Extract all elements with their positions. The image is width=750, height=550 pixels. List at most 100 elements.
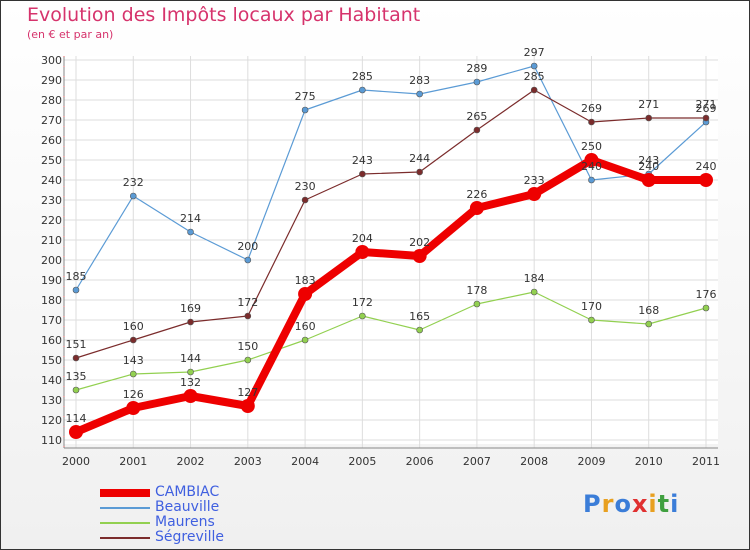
data-label: 240	[638, 160, 659, 173]
data-label: 168	[638, 304, 659, 317]
axes	[63, 56, 718, 449]
data-label: 200	[237, 240, 258, 253]
series-line-cambiac	[74, 156, 706, 436]
x-tick-label: 2002	[177, 455, 205, 468]
data-point	[702, 114, 710, 122]
x-tick-labels: 2000 2001 2002 2003 2004 2005 2006 2007 2008 2009…	[62, 455, 720, 468]
logo-letter: t	[657, 490, 671, 518]
legend-label: Ségreville	[155, 529, 225, 545]
data-label: 132	[180, 376, 201, 389]
x-tick-label: 2008	[520, 455, 548, 468]
data-label: 183	[295, 274, 316, 287]
legend-swatch	[100, 489, 150, 497]
data-label: 165	[409, 310, 430, 323]
data-label: 240	[581, 160, 602, 173]
logo-letter: r	[601, 490, 615, 518]
series-lines	[69, 62, 713, 439]
data-label: 126	[123, 388, 144, 401]
legend-swatch	[100, 522, 150, 524]
x-tick-label: 2001	[119, 455, 147, 468]
y-tick-labels: 110 120 130 140 150 160 170 180 190 200 210 220 230 2…	[41, 54, 62, 447]
data-label: 275	[295, 90, 316, 103]
data-point	[473, 78, 481, 86]
y-tick-label: 180	[41, 294, 62, 307]
y-tick-label: 110	[41, 434, 62, 447]
data-label: 144	[180, 352, 201, 365]
x-tick-label: 2007	[463, 455, 491, 468]
y-tick-label: 120	[41, 414, 62, 427]
data-point	[301, 106, 309, 114]
data-label: 202	[409, 236, 430, 249]
data-label: 271	[696, 98, 717, 111]
data-label: 233	[524, 174, 545, 187]
data-point	[584, 153, 599, 167]
proxiti-logo: Proxiti	[583, 490, 679, 518]
y-tick-label: 210	[41, 234, 62, 247]
y-tick-label: 240	[41, 174, 62, 187]
data-label: 170	[581, 300, 602, 313]
data-point	[530, 86, 538, 94]
logo-letter: P	[583, 490, 602, 518]
data-point	[244, 312, 252, 320]
data-point	[416, 90, 423, 98]
data-point	[129, 336, 137, 344]
data-point	[129, 370, 137, 378]
data-point	[301, 336, 309, 344]
data-point	[359, 312, 366, 320]
y-tick-label: 160	[41, 334, 62, 347]
data-label: 240	[696, 160, 717, 173]
logo-letter: o	[614, 490, 632, 518]
x-tick-label: 2009	[577, 455, 605, 468]
data-point	[412, 249, 427, 263]
legend-label: CAMBIAC	[155, 484, 220, 500]
series-line-ségreville	[75, 89, 706, 359]
data-point	[473, 126, 481, 134]
legend-swatch	[100, 537, 150, 539]
data-label: 184	[524, 272, 545, 285]
logo-letter: x	[631, 490, 649, 518]
data-point	[129, 192, 137, 200]
y-tick-label: 230	[41, 194, 62, 207]
y-tick-label: 190	[41, 274, 62, 287]
data-point	[359, 170, 366, 178]
data-label: 127	[237, 386, 258, 399]
data-label: 269	[696, 102, 717, 115]
y-tick-label: 220	[41, 214, 62, 227]
data-label: 285	[352, 70, 373, 83]
data-label: 176	[696, 288, 717, 301]
data-point	[240, 399, 255, 413]
y-tick-label: 260	[41, 134, 62, 147]
data-label: 172	[352, 296, 373, 309]
data-point	[298, 287, 313, 301]
y-tick-label: 280	[41, 94, 62, 107]
data-point	[72, 354, 80, 362]
data-point	[359, 86, 366, 94]
data-point	[588, 118, 595, 126]
x-tick-label: 2000	[62, 455, 90, 468]
legend-label: Beauville	[155, 499, 220, 515]
y-tick-label: 140	[41, 374, 62, 387]
data-label: 169	[180, 302, 201, 315]
data-point	[645, 320, 653, 328]
data-point	[69, 425, 83, 439]
y-tick-label: 250	[41, 154, 62, 167]
data-label: 250	[581, 140, 602, 153]
data-label: 135	[66, 370, 87, 383]
data-label: 243	[638, 154, 659, 167]
y-tick-label: 150	[41, 354, 62, 367]
data-point	[183, 389, 198, 403]
data-point	[416, 326, 423, 334]
x-tick-label: 2005	[348, 455, 376, 468]
x-tick-label: 2006	[406, 455, 434, 468]
data-point	[126, 401, 141, 415]
data-point	[527, 187, 542, 201]
data-label: 289	[466, 62, 487, 75]
y-tick-label: 300	[41, 54, 62, 67]
data-label: 160	[295, 320, 316, 333]
y-tick-label: 200	[41, 254, 62, 267]
data-point	[301, 196, 309, 204]
data-point	[641, 173, 656, 187]
y-tick-label: 270	[41, 114, 62, 127]
data-point	[187, 368, 194, 376]
